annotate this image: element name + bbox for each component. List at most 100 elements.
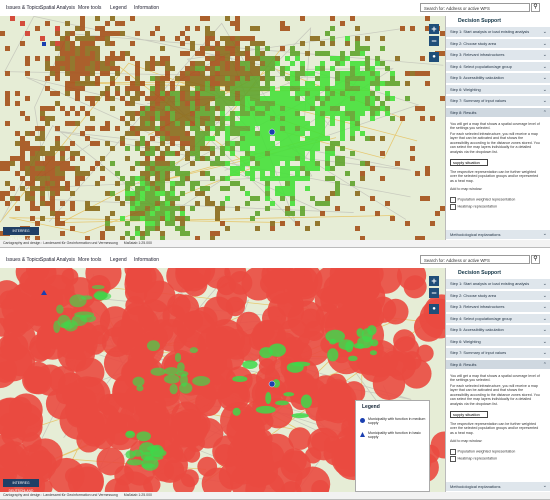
coverage-cell — [145, 206, 150, 211]
coverage-cell — [75, 51, 80, 56]
coverage-cell — [230, 141, 235, 146]
search-button[interactable]: ⚲ — [531, 255, 540, 264]
menu-item[interactable]: Issues & Topics — [6, 5, 41, 11]
coverage-cell — [85, 201, 90, 206]
coverage-cell — [355, 111, 360, 116]
step[interactable]: Step 7: Summary of input values ⌄ — [446, 348, 550, 359]
step[interactable]: Step 7: Summary of input values ⌄ — [446, 96, 550, 107]
search-box[interactable]: Search for: Address or active WFS — [420, 255, 530, 264]
coverage-cell — [260, 41, 265, 46]
step[interactable]: Step 5: Accessibility calculation ⌄ — [446, 325, 550, 336]
coverage-cell — [185, 151, 190, 156]
coverage-area — [295, 330, 331, 366]
coverage-cell — [340, 161, 345, 166]
coverage-cell — [120, 176, 125, 181]
coverage-cell — [105, 71, 110, 76]
checkbox-option[interactable]: Heatmap representation — [450, 456, 497, 462]
coverage-cell — [220, 116, 225, 121]
coverage-cell — [355, 106, 360, 111]
coverage-cell — [400, 26, 405, 31]
coverage-cell — [290, 76, 295, 81]
step[interactable]: Step 8: Results ⌃ — [446, 359, 550, 370]
coverage-cell — [115, 126, 120, 131]
explanations[interactable]: Methodological explanations ⌄ — [446, 230, 550, 239]
step[interactable]: Step 5: Accessibility calculation ⌄ — [446, 73, 550, 84]
step[interactable]: Step 3: Relevant infrastructures ⌄ — [446, 302, 550, 313]
coverage-cell — [440, 206, 445, 211]
coverage-cell — [260, 176, 265, 181]
map[interactable] — [0, 268, 445, 492]
coverage-cell — [165, 116, 170, 121]
locate[interactable]: ● — [429, 304, 439, 314]
coverage-cell — [140, 81, 145, 86]
coverage-area — [287, 300, 325, 338]
menu-item[interactable]: Issues & Topics — [6, 257, 41, 263]
coverage-cell — [225, 146, 230, 151]
step[interactable]: Step 2: Choose study area ⌄ — [446, 290, 550, 301]
zoom-in[interactable]: + — [429, 24, 439, 34]
menu-item[interactable]: More tools — [78, 257, 102, 263]
coverage-cell — [25, 196, 30, 201]
checkbox-option[interactable]: Heatmap representation — [450, 204, 497, 210]
coverage-cell — [145, 121, 150, 126]
coverage-cell — [210, 71, 215, 76]
coverage-cell — [135, 176, 140, 181]
menu-item[interactable]: Spatial Analysis — [40, 257, 76, 263]
coverage-cell — [80, 176, 85, 181]
zoom-in[interactable]: + — [429, 276, 439, 286]
step[interactable]: Step 2: Choose study area ⌄ — [446, 38, 550, 49]
step[interactable]: Step 1: Start analysis or load existing … — [446, 279, 550, 290]
coverage-cell — [195, 111, 200, 116]
coverage-cell — [110, 146, 115, 151]
menu-item[interactable]: Spatial Analysis — [40, 5, 76, 11]
coverage-cell — [320, 76, 325, 81]
locate[interactable]: ● — [429, 52, 439, 62]
coverage-cell — [105, 41, 110, 46]
coverage-cell — [55, 61, 60, 66]
step[interactable]: Step 6: Weighting ⌄ — [446, 336, 550, 347]
coverage-cell — [20, 156, 25, 161]
coverage-cell — [365, 71, 370, 76]
step[interactable]: Step 4: Select population/age group ⌄ — [446, 61, 550, 72]
step[interactable]: Step 3: Relevant infrastructures ⌄ — [446, 50, 550, 61]
coverage-cell — [300, 41, 305, 46]
menu-item[interactable]: Legend — [110, 257, 127, 263]
coverage-cell — [75, 36, 80, 41]
dropdown[interactable]: supply situation — [450, 159, 488, 166]
coverage-cell — [260, 51, 265, 56]
coverage-cell — [125, 51, 130, 56]
coverage-cell — [105, 226, 110, 231]
menu-item[interactable]: More tools — [78, 5, 102, 11]
step[interactable]: Step 8: Results ⌃ — [446, 107, 550, 118]
coverage-cell — [75, 91, 80, 96]
checkbox-option[interactable]: Population weighted representation — [450, 449, 515, 455]
search-button[interactable]: ⚲ — [531, 3, 540, 12]
coverage-cell — [380, 176, 385, 181]
coverage-cell — [155, 161, 160, 166]
step[interactable]: Step 1: Start analysis or load existing … — [446, 27, 550, 38]
search-box[interactable]: Search for: Address or active WFS — [420, 3, 530, 12]
map[interactable] — [0, 16, 445, 240]
menu-item[interactable]: Information — [134, 257, 160, 263]
coverage-cell — [300, 101, 305, 106]
menu-item[interactable]: Legend — [110, 5, 127, 11]
explanations[interactable]: Methodological explanations ⌄ — [446, 482, 550, 491]
coverage-cell — [80, 16, 85, 21]
coverage-cell — [265, 186, 270, 191]
coverage-cell — [340, 116, 345, 121]
checkbox-option[interactable]: Population weighted representation — [450, 197, 515, 203]
coverage-cell — [225, 36, 230, 41]
menu-item[interactable]: Information — [134, 5, 160, 11]
coverage-cell — [310, 166, 315, 171]
dropdown[interactable]: supply situation — [450, 411, 488, 418]
coverage-cell — [180, 176, 185, 181]
coverage-cell — [295, 96, 300, 101]
zoom-out[interactable]: − — [429, 288, 439, 298]
coverage-cell — [205, 16, 210, 21]
coverage-cell — [340, 126, 345, 131]
coverage-cell — [220, 146, 225, 151]
coverage-cell — [70, 86, 75, 91]
step[interactable]: Step 4: Select population/age group ⌄ — [446, 313, 550, 324]
zoom-out[interactable]: − — [429, 36, 439, 46]
step[interactable]: Step 6: Weighting ⌄ — [446, 84, 550, 95]
